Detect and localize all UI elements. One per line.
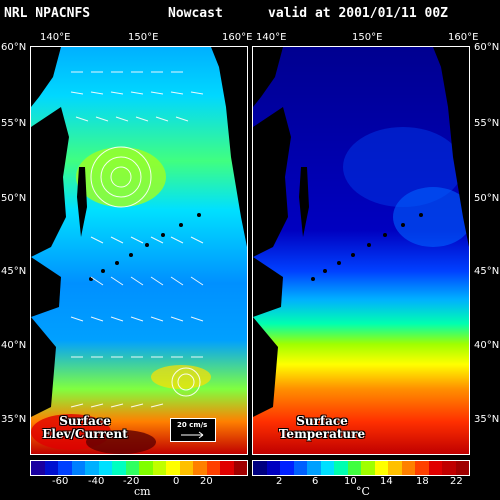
elevation-current-label: Surface Elev/Current	[40, 415, 130, 441]
model-name: NRL NPACNFS	[4, 6, 91, 21]
elevation-colorbar-swatch	[152, 461, 166, 475]
elevation-colorbar-swatch	[112, 461, 126, 475]
temperature-label-line1: Surface	[296, 414, 348, 428]
temperature-colorbar-swatch	[455, 461, 469, 475]
right-lat-45: 45°N	[474, 266, 500, 277]
valid-time: valid at 2001/01/11 00Z	[268, 6, 449, 21]
elevation-label-line1: Surface	[59, 414, 111, 428]
temp-tick-3: 14	[380, 476, 393, 487]
right-lat-55: 55°N	[474, 118, 500, 129]
temperature-colorbar-swatch	[374, 461, 388, 475]
temp-tick-0: 2	[276, 476, 283, 487]
elevation-colorbar-swatch	[31, 461, 45, 475]
temperature-colorbar-swatch	[293, 461, 307, 475]
left-lat-60: 60°N	[1, 42, 27, 53]
elev-tick-2: -20	[123, 476, 140, 487]
elev-tick-3: 0	[173, 476, 180, 487]
temperature-colorbar-swatch	[266, 461, 280, 475]
left-lat-40: 40°N	[1, 340, 27, 351]
elevation-unit: cm	[134, 485, 151, 498]
current-scale-box: 20 cm/s	[170, 418, 216, 442]
elevation-colorbar-swatch	[233, 461, 247, 475]
elevation-colorbar-swatch	[44, 461, 58, 475]
map-title: NRL NPACNFS Nowcast valid at 2001/01/11 …	[0, 6, 500, 24]
left-lat-50: 50°N	[1, 193, 27, 204]
temp-tick-1: 6	[312, 476, 319, 487]
elevation-colorbar-swatch	[179, 461, 193, 475]
elevation-colorbar-swatch	[125, 461, 139, 475]
scale-arrow-icon	[181, 431, 204, 439]
right-lat-40: 40°N	[474, 340, 500, 351]
temperature-colorbar-swatch	[361, 461, 375, 475]
temperature-colorbar-swatch	[428, 461, 442, 475]
right-lon-140: 140°E	[256, 32, 287, 43]
temp-tick-5: 22	[450, 476, 463, 487]
right-lat-60: 60°N	[474, 42, 500, 53]
right-lat-35: 35°N	[474, 414, 500, 425]
surface-temperature-map[interactable]	[252, 46, 470, 455]
temperature-colorbar-swatch	[388, 461, 402, 475]
run-type: Nowcast	[168, 6, 223, 21]
elevation-colorbar-swatch	[193, 461, 207, 475]
temperature-colorbar-swatch	[401, 461, 415, 475]
left-lat-55: 55°N	[1, 118, 27, 129]
surface-elevation-map[interactable]	[30, 46, 248, 455]
elev-tick-0: -60	[52, 476, 69, 487]
temperature-colorbar-swatch	[253, 461, 267, 475]
elevation-colorbar-swatch	[58, 461, 72, 475]
elev-tick-4: 20	[200, 476, 213, 487]
temp-tick-4: 18	[416, 476, 429, 487]
temperature-colorbar	[252, 460, 470, 476]
elevation-colorbar-swatch	[206, 461, 220, 475]
left-lat-45: 45°N	[1, 266, 27, 277]
elevation-colorbar-swatch	[98, 461, 112, 475]
temperature-colorbar-swatch	[347, 461, 361, 475]
left-lon-150: 150°E	[128, 32, 159, 43]
elevation-colorbar	[30, 460, 248, 476]
temp-tick-2: 10	[344, 476, 357, 487]
elevation-colorbar-swatch	[139, 461, 153, 475]
elevation-colorbar-swatch	[71, 461, 85, 475]
elevation-colorbar-swatch	[85, 461, 99, 475]
elev-tick-1: -40	[88, 476, 105, 487]
left-lat-35: 35°N	[1, 414, 27, 425]
temperature-colorbar-swatch	[442, 461, 456, 475]
left-lon-160: 160°E	[222, 32, 253, 43]
temperature-colorbar-swatch	[415, 461, 429, 475]
right-lat-50: 50°N	[474, 193, 500, 204]
right-lon-160: 160°E	[448, 32, 479, 43]
temperature-colorbar-swatch	[320, 461, 334, 475]
temperature-colorbar-swatch	[307, 461, 321, 475]
current-scale-label: 20 cm/s	[177, 421, 208, 429]
temperature-label-line2: Temperature	[278, 427, 366, 441]
temperature-unit: °C	[356, 485, 370, 498]
temperature-colorbar-swatch	[280, 461, 294, 475]
elevation-label-line2: Elev/Current	[42, 427, 128, 441]
right-lon-150: 150°E	[352, 32, 383, 43]
left-lon-140: 140°E	[40, 32, 71, 43]
temperature-colorbar-swatch	[334, 461, 348, 475]
elevation-colorbar-swatch	[220, 461, 234, 475]
temperature-label: Surface Temperature	[272, 415, 372, 441]
elevation-colorbar-swatch	[166, 461, 180, 475]
